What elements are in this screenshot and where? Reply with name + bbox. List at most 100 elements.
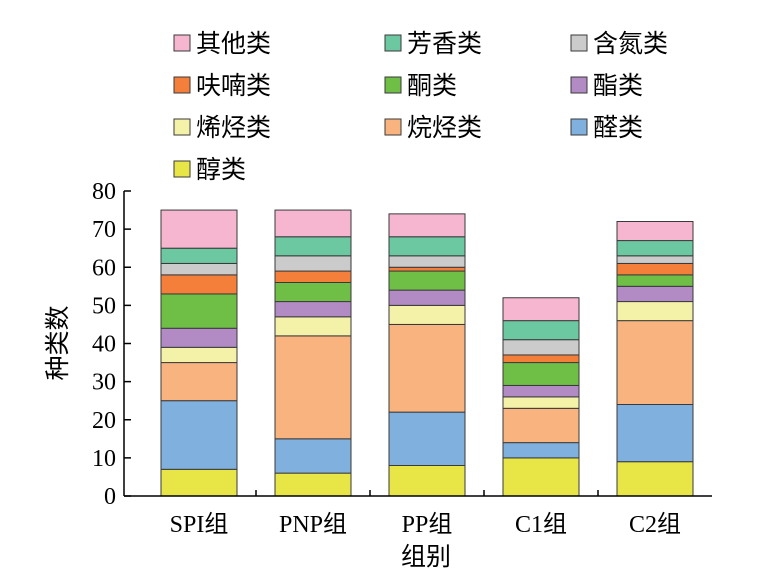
- bar-segment-4-1: [160, 346, 238, 364]
- bar-segment-3-2: [274, 335, 352, 440]
- bar-segment-2-5: [616, 404, 694, 463]
- legend-swatch: [173, 76, 191, 94]
- legend-swatch: [173, 118, 191, 136]
- x-axis-title: 组别: [401, 542, 451, 571]
- bar-segment-2-4: [502, 442, 580, 459]
- bar-segment-4-2: [274, 316, 352, 337]
- bar-segment-3-1: [160, 362, 238, 402]
- bar-segment-2-1: [160, 400, 238, 470]
- bar-segment-7-4: [502, 354, 580, 364]
- legend-swatch: [173, 160, 191, 178]
- y-tick-label: 50: [92, 293, 116, 319]
- bar-segment-3-4: [502, 407, 580, 444]
- legend-label: 烯烃类: [196, 113, 271, 142]
- bar-segment-1-2: [274, 472, 352, 497]
- bar-segment-1-1: [160, 468, 238, 497]
- bar-segment-10-2: [274, 209, 352, 238]
- y-tick-label: 70: [92, 217, 116, 243]
- legend-swatch: [570, 34, 588, 52]
- x-tick-label: C1组: [515, 511, 567, 538]
- bar-segment-5-5: [616, 285, 694, 303]
- bar-segment-8-3: [388, 255, 466, 268]
- legend-item: 烷烃类: [384, 113, 482, 142]
- bar-segment-5-1: [160, 327, 238, 348]
- x-tick-label: SPI组: [170, 511, 229, 538]
- legend-label: 醇类: [196, 155, 246, 184]
- legend-label: 醛类: [593, 113, 643, 142]
- legend-item: 芳香类: [384, 29, 482, 58]
- bar-segment-8-2: [274, 255, 352, 272]
- bar-segment-10-5: [616, 221, 694, 242]
- bar-segment-6-5: [616, 274, 694, 287]
- legend-swatch: [384, 76, 402, 94]
- bar-segment-1-4: [502, 457, 580, 497]
- bar-segment-6-3: [388, 270, 466, 291]
- legend-item: 醇类: [173, 155, 246, 184]
- bars: [160, 209, 694, 497]
- legend-label: 酮类: [407, 71, 457, 100]
- legend-item: 酮类: [384, 71, 457, 100]
- bar-segment-2-2: [274, 438, 352, 474]
- y-tick-label: 80: [92, 179, 116, 205]
- bar-segment-6-1: [160, 293, 238, 329]
- legend-swatch: [384, 34, 402, 52]
- bar-segment-8-1: [160, 262, 238, 276]
- bar-segment-2-3: [388, 411, 466, 466]
- x-tick-label: PP组: [402, 511, 453, 538]
- bar-segment-6-4: [502, 362, 580, 386]
- legend-item: 呋喃类: [173, 71, 271, 100]
- bar-segment-1-5: [616, 461, 694, 497]
- bar-segment-9-5: [616, 240, 694, 257]
- bar-segment-9-4: [502, 320, 580, 341]
- legend-item: 含氮类: [570, 29, 668, 58]
- bar-segment-5-3: [388, 289, 466, 306]
- legend-label: 呋喃类: [196, 71, 271, 100]
- bar-segment-9-2: [274, 236, 352, 257]
- legend-label: 含氮类: [593, 29, 668, 58]
- y-tick-label: 40: [92, 332, 116, 358]
- bar-segment-9-1: [160, 247, 238, 264]
- y-tick-label: 0: [104, 484, 116, 510]
- bar-segment-3-3: [388, 323, 466, 413]
- bar-segment-1-3: [388, 465, 466, 497]
- bar-segment-7-2: [274, 270, 352, 283]
- legend-swatch: [384, 118, 402, 136]
- bar-segment-10-1: [160, 209, 238, 249]
- legend-label: 芳香类: [407, 29, 482, 58]
- legend-item: 酯类: [570, 71, 643, 100]
- x-tick-label: C2组: [629, 511, 681, 538]
- y-tick-label: 10: [92, 446, 116, 472]
- bar-segment-7-3: [388, 266, 466, 272]
- bar-segment-3-5: [616, 320, 694, 405]
- legend-label: 烷烃类: [407, 113, 482, 142]
- bar-segment-7-1: [160, 274, 238, 295]
- legend-swatch: [570, 76, 588, 94]
- legend-label: 其他类: [196, 29, 271, 58]
- bar-segment-10-3: [388, 213, 466, 238]
- bar-segment-4-4: [502, 396, 580, 409]
- bar-segment-7-5: [616, 262, 694, 276]
- bar-segment-8-5: [616, 255, 694, 264]
- y-tick-label: 20: [92, 408, 116, 434]
- legend-item: 烯烃类: [173, 113, 271, 142]
- bar-segment-8-4: [502, 339, 580, 356]
- bar-segment-4-3: [388, 304, 466, 325]
- legend-item: 其他类: [173, 29, 271, 58]
- y-axis-title: 种类数: [43, 305, 72, 380]
- legend-swatch: [570, 118, 588, 136]
- bar-segment-6-2: [274, 282, 352, 303]
- y-tick-label: 60: [92, 255, 116, 281]
- bar-segment-5-2: [274, 301, 352, 318]
- legend-swatch: [173, 34, 191, 52]
- bar-segment-4-5: [616, 301, 694, 322]
- legend-label: 酯类: [593, 71, 643, 100]
- y-tick-label: 30: [92, 370, 116, 396]
- bar-segment-9-3: [388, 236, 466, 257]
- bar-segment-10-4: [502, 297, 580, 322]
- bar-segment-5-4: [502, 384, 580, 398]
- axes: SPI组 PNP组 PP组 C1组 C2组 0 10 20 30 40 50 60 70 80: [92, 179, 712, 538]
- legend-item: 醛类: [570, 113, 643, 142]
- x-tick-label: PNP组: [279, 511, 347, 538]
